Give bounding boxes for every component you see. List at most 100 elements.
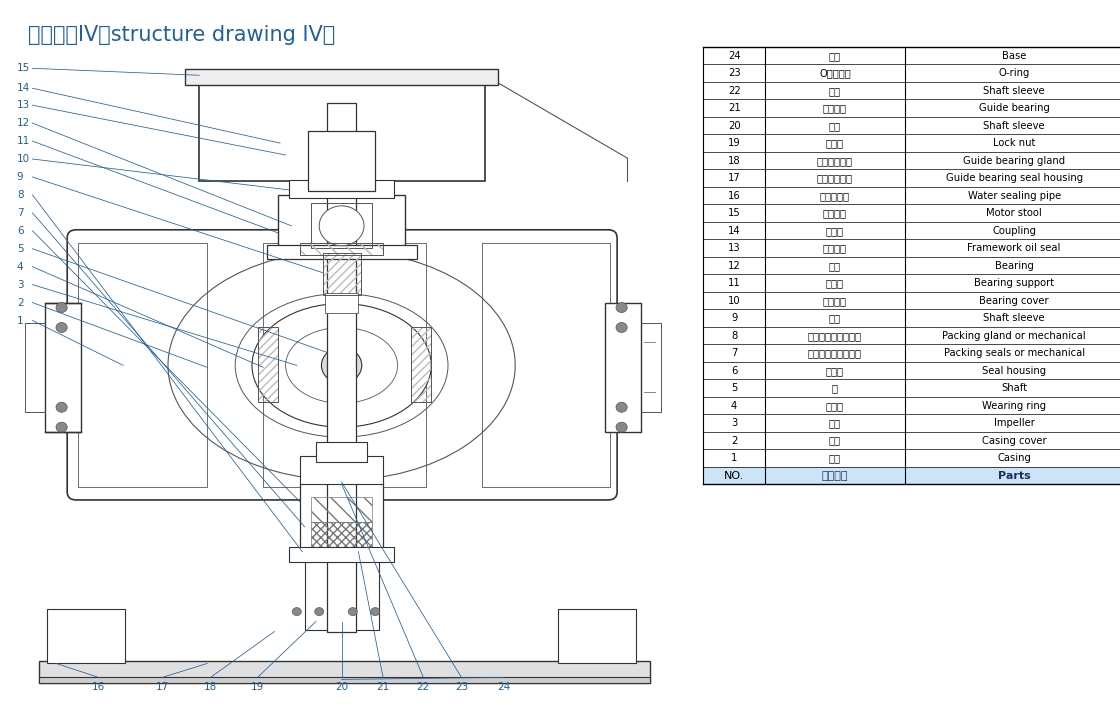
Text: Guide bearing gland: Guide bearing gland	[963, 155, 1065, 166]
Text: 19: 19	[251, 683, 264, 693]
Bar	[78, 243, 207, 487]
Bar	[300, 243, 383, 254]
Bar	[47, 609, 125, 664]
Text: 8: 8	[17, 190, 24, 200]
Text: 20: 20	[728, 121, 740, 131]
Text: 7: 7	[17, 208, 24, 218]
Bar	[305, 458, 379, 482]
Text: 15: 15	[17, 64, 30, 73]
Bar	[411, 328, 431, 402]
Bar	[703, 64, 1120, 82]
Text: 底座: 底座	[829, 51, 841, 61]
Text: 24: 24	[728, 51, 740, 61]
Text: 叶轮: 叶轮	[829, 418, 841, 428]
Bar	[703, 82, 1120, 100]
Bar	[258, 328, 278, 402]
Bar	[289, 180, 394, 198]
Text: 密封体: 密封体	[825, 366, 844, 376]
Text: 13: 13	[17, 100, 30, 110]
Text: 泵盖: 泵盖	[829, 436, 841, 445]
Text: 轴套: 轴套	[829, 313, 841, 323]
Text: 11: 11	[17, 136, 30, 146]
Text: Guide bearing: Guide bearing	[979, 103, 1049, 114]
Text: 5: 5	[17, 244, 24, 254]
Text: 7: 7	[731, 348, 737, 358]
Ellipse shape	[56, 322, 67, 333]
Bar	[703, 257, 1120, 275]
Bar	[703, 117, 1120, 134]
Bar	[703, 239, 1120, 257]
Bar	[267, 245, 417, 259]
Text: 20: 20	[335, 683, 348, 693]
Text: 2: 2	[731, 436, 737, 445]
Bar	[278, 195, 405, 253]
Text: 15: 15	[728, 208, 740, 218]
Bar	[297, 322, 386, 407]
Text: Lock nut: Lock nut	[993, 138, 1035, 148]
Bar	[316, 442, 367, 462]
Bar	[703, 47, 1120, 64]
Bar	[289, 180, 394, 198]
Text: O型密封圈: O型密封圈	[819, 68, 851, 78]
Text: 骨架油封: 骨架油封	[823, 243, 847, 253]
Text: 2: 2	[17, 298, 24, 307]
Text: Bearing: Bearing	[995, 261, 1034, 270]
Ellipse shape	[321, 348, 362, 383]
Text: 水封管部件: 水封管部件	[820, 191, 850, 201]
Bar	[703, 205, 1120, 222]
Text: 9: 9	[17, 172, 24, 182]
Text: 3: 3	[731, 418, 737, 428]
Text: Shaft sleeve: Shaft sleeve	[983, 86, 1045, 95]
Bar	[289, 547, 394, 562]
Bar	[703, 380, 1120, 397]
Text: 12: 12	[17, 118, 30, 128]
Text: 16: 16	[92, 683, 105, 693]
Text: 4: 4	[17, 262, 24, 272]
Bar	[558, 609, 636, 664]
Text: 轴承体: 轴承体	[825, 278, 844, 288]
Text: 12: 12	[728, 261, 740, 270]
Bar	[39, 662, 650, 683]
Text: NO.: NO.	[724, 471, 745, 481]
Text: 水导轴承: 水导轴承	[823, 103, 847, 114]
Bar	[411, 328, 431, 402]
Ellipse shape	[348, 607, 357, 615]
Bar	[199, 73, 485, 181]
Text: 圆螺母: 圆螺母	[825, 138, 844, 148]
Text: 机封压盖或填料压盖: 机封压盖或填料压盖	[808, 330, 862, 341]
Text: 零件名称: 零件名称	[822, 471, 848, 481]
Text: 10: 10	[728, 296, 740, 306]
Text: 13: 13	[728, 243, 740, 253]
Bar	[605, 302, 641, 432]
Bar	[300, 456, 383, 484]
Text: Guide bearing seal housing: Guide bearing seal housing	[945, 174, 1083, 183]
Text: 17: 17	[156, 683, 169, 693]
Bar	[314, 562, 370, 623]
Text: 17: 17	[728, 174, 740, 183]
Bar	[703, 222, 1120, 239]
Text: O-ring: O-ring	[998, 68, 1030, 78]
Bar	[47, 609, 125, 664]
Text: Casing cover: Casing cover	[982, 436, 1046, 445]
Bar	[305, 555, 379, 630]
Bar	[39, 677, 650, 683]
Bar	[311, 522, 372, 552]
Text: 8: 8	[731, 330, 737, 341]
Text: 电机支座: 电机支座	[823, 208, 847, 218]
Bar	[263, 243, 426, 487]
Bar	[703, 134, 1120, 152]
Text: 轴承: 轴承	[829, 261, 841, 270]
Text: 16: 16	[728, 191, 740, 201]
Bar	[703, 362, 1120, 380]
Ellipse shape	[616, 402, 627, 412]
Bar	[45, 302, 81, 432]
Bar	[323, 253, 361, 294]
Text: 6: 6	[17, 226, 24, 236]
Ellipse shape	[286, 328, 398, 403]
Bar	[199, 73, 485, 181]
Bar	[258, 328, 278, 402]
Text: 密封环: 密封环	[825, 401, 844, 411]
Bar	[703, 450, 1120, 467]
FancyBboxPatch shape	[67, 230, 617, 500]
Text: 19: 19	[728, 138, 740, 148]
